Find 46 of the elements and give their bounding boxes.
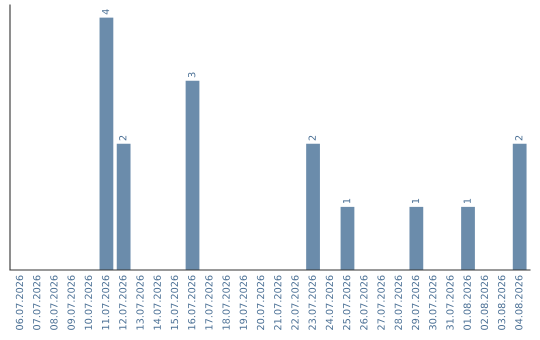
x-tick-label: 22.07.2026 <box>291 275 299 330</box>
x-tick-label: 31.07.2026 <box>446 275 454 330</box>
x-tick-label: 14.07.2026 <box>154 275 161 330</box>
x-tick-label: 20.07.2026 <box>256 275 264 330</box>
x-tick-label: 13.07.2026 <box>136 275 144 330</box>
x-tick-label: 30.07.2026 <box>429 275 436 330</box>
x-tick-label: 28.07.2026 <box>394 275 402 330</box>
bar <box>461 206 475 270</box>
bar <box>409 206 424 270</box>
bar <box>100 18 114 270</box>
data-label: 2 <box>308 136 316 140</box>
data-label: 2 <box>119 136 126 140</box>
data-label: 1 <box>412 198 420 204</box>
x-tick-label: 01.08.2026 <box>463 275 471 330</box>
data-label: 2 <box>515 136 522 140</box>
x-tick-label: 04.08.2026 <box>515 275 522 330</box>
x-tick-label: 17.07.2026 <box>205 275 213 330</box>
bar <box>116 144 131 270</box>
x-tick-label: 12.07.2026 <box>119 275 126 330</box>
bar <box>512 144 527 270</box>
x-tick-label: 25.07.2026 <box>342 275 350 330</box>
x-tick-label: 16.07.2026 <box>188 275 196 330</box>
x-tick-label: 21.07.2026 <box>274 275 282 330</box>
data-label: 3 <box>188 72 196 78</box>
x-tick-label: 08.07.2026 <box>50 275 58 330</box>
x-tick-label: 03.08.2026 <box>498 275 506 330</box>
x-tick-label: 15.07.2026 <box>170 275 178 330</box>
x-tick-label: 27.07.2026 <box>377 275 385 330</box>
x-tick-label: 19.07.2026 <box>240 275 247 330</box>
x-tick-label: 07.07.2026 <box>33 275 40 330</box>
x-tick-label: 10.07.2026 <box>84 275 92 330</box>
data-label: 1 <box>343 198 350 204</box>
bar <box>186 80 200 270</box>
x-tick-label: 18.07.2026 <box>222 275 230 330</box>
data-label: 4 <box>102 9 110 14</box>
x-tick-label: 11.07.2026 <box>102 275 110 330</box>
x-tick-label: 24.07.2026 <box>326 275 334 330</box>
x-tick-label: 06.07.2026 <box>16 275 24 330</box>
x-tick-label: 02.08.2026 <box>480 275 488 330</box>
x-tick-label: 26.07.2026 <box>360 275 368 330</box>
bar <box>306 144 320 270</box>
x-tick-label: 23.07.2026 <box>308 275 316 330</box>
data-label: 1 <box>464 198 471 204</box>
x-tick-label: 29.07.2026 <box>412 275 420 330</box>
bar <box>340 206 354 270</box>
x-tick-label: 09.07.2026 <box>67 275 75 330</box>
